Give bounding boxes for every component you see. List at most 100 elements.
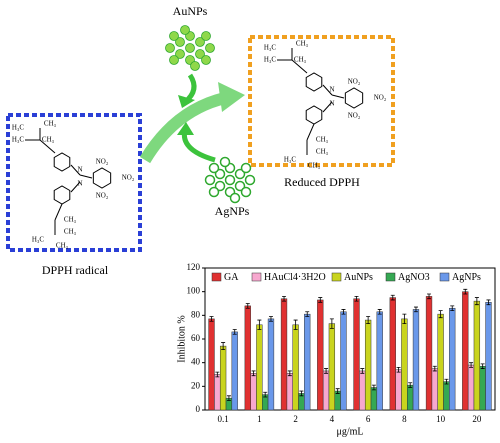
nanoparticle (234, 168, 246, 180)
error-bar (293, 319, 298, 330)
atom-label: NO₂ (348, 112, 361, 120)
bar (267, 318, 275, 411)
bond (54, 203, 63, 221)
bond (79, 174, 93, 179)
legend-swatch (385, 272, 396, 282)
chart: 0 20 40 60 80 100 120 Inhibiton % μg/mL 0.1 1 2 4 6 8 1… (176, 262, 496, 437)
x-tick-label: 4 (330, 414, 335, 424)
error-bar (232, 329, 237, 335)
bar (370, 387, 378, 411)
y-axis-label: Inhibiton % (176, 315, 187, 363)
atom-label: CH₃ (296, 40, 309, 48)
legend-swatch (331, 272, 342, 282)
nanoparticle (208, 186, 220, 198)
bar (256, 324, 263, 411)
x-tick-label: 0.1 (218, 414, 229, 424)
atom-label: CH₃ (56, 242, 69, 250)
error-bar (432, 365, 437, 372)
bar (449, 307, 456, 411)
nanoparticle (190, 61, 200, 71)
error-bar (390, 294, 395, 301)
molecule: H₃C CH₃ H₃C CH₃ NN NO₂ NO₂ NO₂ CH₃ CH₃ H₃C CH₃ (264, 40, 387, 170)
error-bar (226, 395, 231, 401)
atom-label: N (329, 100, 334, 108)
nanoparticle (195, 37, 205, 47)
atom-label: CH₃ (294, 56, 307, 64)
bar (322, 370, 330, 411)
y-tick-label: 0 (196, 404, 201, 414)
molecule: H₃C CH₃ H₃C CH₃ NN NO₂ NO₂ NO₂ CH₃ CH₃ H₃C CH₃ (12, 120, 135, 250)
error-bar (354, 296, 359, 302)
ring (92, 167, 112, 189)
legend-label: AgNO3 (398, 272, 430, 283)
bar (334, 390, 341, 411)
nanoparticle (169, 31, 179, 41)
ring (344, 87, 364, 109)
error-bar (268, 316, 273, 322)
atom-label: NO₂ (96, 158, 109, 166)
x-tick-label: 1 (257, 414, 262, 424)
error-bar (444, 378, 449, 385)
error-bar (463, 288, 468, 295)
bar (425, 296, 433, 411)
bar (219, 345, 227, 411)
bar (359, 370, 366, 411)
main-arrow-head (218, 82, 245, 112)
legend-label: AgNPs (452, 272, 481, 283)
bond (322, 84, 333, 96)
atom-label: CH₃ (64, 216, 77, 224)
error-bar (408, 382, 413, 388)
bar (462, 291, 469, 411)
bond (331, 94, 345, 99)
reagent-label: AgNPs (215, 204, 250, 218)
atom-label: NO₂ (96, 192, 109, 200)
bond (291, 59, 308, 74)
nanoparticle (240, 186, 252, 198)
atom-label: N (77, 180, 82, 188)
atom-label: H₃C (264, 44, 276, 52)
bar (364, 319, 372, 411)
error-bar (371, 384, 376, 391)
nanoparticle (240, 162, 252, 174)
bar (443, 381, 450, 411)
error-bar (341, 309, 346, 315)
bar (376, 311, 383, 411)
nanoparticle (201, 31, 211, 41)
bar (437, 313, 444, 411)
nanoparticle (214, 180, 226, 192)
atom-label: CH₃ (64, 228, 77, 236)
atom-label: CH₃ (316, 136, 329, 144)
error-bar (480, 363, 485, 369)
error-bar (245, 303, 250, 309)
legend-swatch (211, 272, 222, 282)
nanoparticle (244, 174, 256, 186)
reactant-box (6, 113, 142, 252)
ring (53, 185, 71, 205)
bar (292, 324, 299, 411)
bar (231, 331, 238, 411)
nanoparticle (175, 49, 185, 59)
atom-label: CH₃ (316, 148, 329, 156)
reactant-label: DPPH radical (42, 263, 109, 277)
y-tick-label: 100 (187, 286, 201, 296)
nanoparticle (195, 49, 205, 59)
error-bar (263, 391, 268, 398)
bond (306, 123, 315, 141)
x-tick-label: 10 (436, 414, 446, 424)
nanoparticle (165, 43, 175, 53)
error-bar (209, 316, 214, 322)
product-label: Reduced DPPH (284, 175, 360, 189)
bar (353, 298, 360, 411)
nanoparticle (219, 156, 231, 168)
nanoparticle (201, 55, 211, 65)
error-bar (335, 388, 340, 394)
ring (305, 72, 323, 92)
arrow-au-head (178, 95, 195, 108)
atom-label: H₃C (12, 136, 24, 144)
error-bar (305, 311, 310, 317)
error-bar (377, 309, 382, 315)
bond (39, 139, 56, 154)
error-bar (287, 370, 292, 377)
bar (328, 323, 336, 411)
